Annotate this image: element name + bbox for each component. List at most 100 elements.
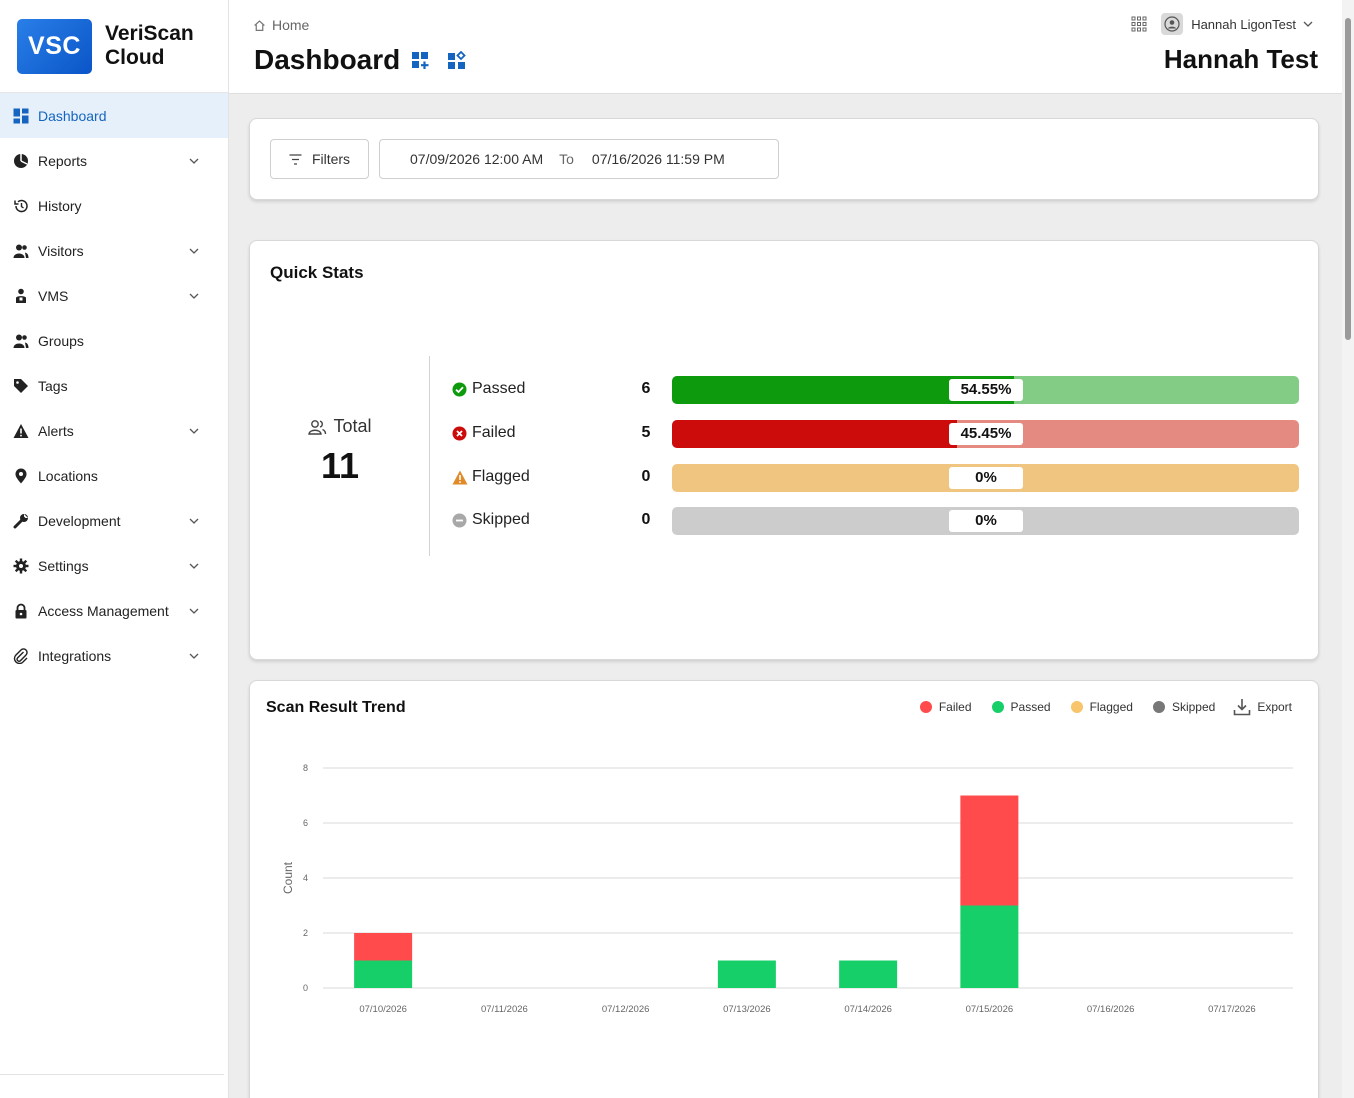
filters-button[interactable]: Filters (270, 139, 369, 179)
stat-percent-passed: 54.55% (949, 379, 1023, 401)
wrench-icon (13, 513, 29, 529)
apps-grid-icon[interactable] (1131, 16, 1147, 32)
stat-bar-skipped: 0% (672, 507, 1299, 535)
bar-failed-5 (960, 795, 1019, 906)
x-tick-label: 07/15/2026 (966, 1004, 1014, 1015)
user-circle-icon (1164, 16, 1180, 32)
stat-bar-flagged: 0% (672, 464, 1299, 492)
sidebar-item-vms[interactable]: VMS (0, 273, 228, 318)
legend-dot (991, 701, 1004, 713)
bar-passed-5 (960, 905, 1019, 988)
sidebar-item-dashboard[interactable]: Dashboard (0, 93, 228, 138)
legend-item-skipped[interactable]: Skipped (1152, 700, 1215, 714)
stat-bar-passed: 54.55% (672, 376, 1299, 404)
bar-passed-4 (839, 960, 898, 988)
customize-widgets-icon[interactable] (447, 51, 467, 71)
sidebar-item-label: Integrations (38, 647, 112, 664)
chevron-down-icon[interactable] (188, 154, 200, 166)
history-icon (13, 198, 29, 214)
chevron-down-icon[interactable] (188, 289, 200, 301)
sidebar-item-history[interactable]: History (0, 183, 228, 228)
legend-dot (1152, 701, 1165, 713)
y-tick-label: 0 (303, 983, 308, 993)
total-label: Total (333, 416, 372, 436)
y-tick-label: 6 (303, 818, 308, 828)
start-date[interactable]: 07/09/2026 12:00 AM (410, 151, 544, 167)
sidebar-item-integrations[interactable]: Integrations (0, 633, 228, 678)
tag-icon (13, 378, 29, 394)
legend-label: Failed (938, 700, 972, 714)
sidebar-item-locations[interactable]: Locations (0, 453, 228, 498)
stat-row-skipped: Skipped 0 0% (452, 507, 1299, 535)
total-value: 11 (320, 445, 360, 486)
brand[interactable]: VSC VeriScan Cloud (0, 0, 228, 93)
x-tick-label: 07/14/2026 (844, 1004, 892, 1015)
alert-icon (13, 423, 29, 439)
sidebar-item-label: Tags (38, 377, 68, 394)
legend-label: Passed (1010, 700, 1051, 714)
brand-name-line2: Cloud (105, 46, 165, 69)
user-menu[interactable]: Hannah LigonTest (1131, 13, 1314, 35)
sidebar-item-label: Development (38, 512, 121, 529)
legend-item-passed[interactable]: Passed (991, 700, 1051, 714)
sidebar-item-visitors[interactable]: Visitors (0, 228, 228, 273)
lock-icon (13, 603, 29, 619)
y-axis-label: Count (281, 861, 295, 894)
legend-dot (919, 701, 932, 713)
total-label-row: Total (250, 416, 430, 437)
sidebar-nav: Dashboard Reports History Visitors VMS Groups… (0, 93, 228, 678)
export-label: Export (1257, 700, 1292, 714)
y-tick-label: 8 (303, 763, 308, 773)
stat-row-flagged: Flagged 0 0% (452, 464, 1299, 492)
stat-percent-failed: 45.45% (949, 423, 1023, 445)
breadcrumb-home[interactable]: Home (272, 17, 310, 33)
brand-name: VeriScan Cloud (105, 22, 194, 70)
sidebar-item-groups[interactable]: Groups (0, 318, 228, 363)
page-scrollbar[interactable] (1342, 0, 1354, 1098)
stat-count-failed: 5 (641, 424, 651, 441)
warning-triangle-icon (452, 470, 468, 485)
chevron-down-icon[interactable] (188, 424, 200, 436)
sidebar-item-access-management[interactable]: Access Management (0, 588, 228, 633)
end-date[interactable]: 07/16/2026 11:59 PM (591, 151, 725, 167)
date-range-picker[interactable]: 07/09/2026 12:00 AM To 07/16/2026 11:59 … (379, 139, 779, 179)
add-widget-icon[interactable] (411, 51, 431, 71)
chevron-down-icon[interactable] (188, 244, 200, 256)
sidebar-item-reports[interactable]: Reports (0, 138, 228, 183)
sidebar-item-settings[interactable]: Settings (0, 543, 228, 588)
sidebar: VSC VeriScan Cloud Dashboard Reports Histo… (0, 0, 229, 1098)
sidebar-item-alerts[interactable]: Alerts (0, 408, 228, 453)
chevron-down-icon[interactable] (188, 514, 200, 526)
stat-percent-skipped: 0% (949, 510, 1023, 532)
bar-passed-3 (717, 960, 776, 988)
stat-bar-fill-failed (672, 420, 957, 448)
sidebar-item-tags[interactable]: Tags (0, 363, 228, 408)
stat-count-flagged: 0 (641, 468, 651, 485)
vms-icon (13, 288, 29, 304)
legend-item-failed[interactable]: Failed (919, 700, 972, 714)
paperclip-icon (13, 647, 29, 664)
x-tick-label: 07/13/2026 (723, 1004, 771, 1015)
user-name[interactable]: Hannah LigonTest (1191, 16, 1296, 32)
export-button[interactable]: Export (1233, 698, 1292, 716)
x-tick-label: 07/17/2026 (1208, 1004, 1256, 1015)
sidebar-item-label: VMS (38, 287, 69, 304)
chevron-down-icon[interactable] (188, 559, 200, 571)
stat-percent-flagged: 0% (949, 467, 1023, 489)
sidebar-item-development[interactable]: Development (0, 498, 228, 543)
sidebar-item-label: Groups (38, 332, 84, 349)
trend-title: Scan Result Trend (266, 699, 406, 716)
sidebar-item-label: Locations (38, 467, 98, 484)
chevron-down-icon[interactable] (188, 604, 200, 616)
scrollbar-thumb[interactable] (1345, 18, 1351, 340)
sidebar-item-label: Dashboard (38, 107, 107, 124)
date-range-to: To (559, 151, 574, 167)
chevron-down-icon[interactable] (188, 649, 200, 661)
breadcrumb[interactable]: Home (253, 17, 309, 33)
legend-item-flagged[interactable]: Flagged (1070, 700, 1133, 714)
users-icon (308, 419, 327, 435)
stat-bar-failed: 45.45% (672, 420, 1299, 448)
header: Home Dashboard (229, 0, 1342, 94)
y-tick-label: 4 (303, 873, 308, 883)
quick-stats-card: Quick Stats Total 11 Passed 6 54.55% Failed… (249, 240, 1319, 660)
